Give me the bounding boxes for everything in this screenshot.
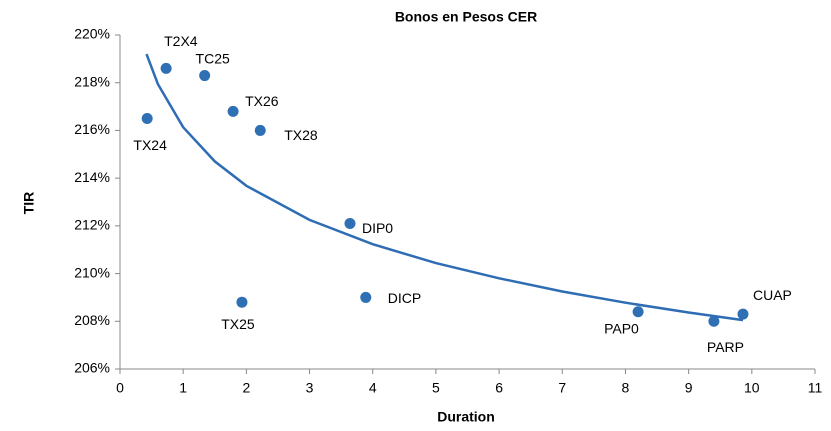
trend-line — [145, 53, 744, 322]
x-tick-label: 5 — [432, 380, 440, 396]
x-tick-label: 3 — [306, 380, 314, 396]
point — [737, 308, 749, 320]
point-label: TX28 — [284, 127, 318, 143]
point-label: TX26 — [245, 93, 279, 109]
point — [141, 113, 153, 124]
x-axis-label: Duration — [437, 409, 495, 425]
y-tick-label: 210% — [74, 264, 110, 280]
point-label: DICP — [388, 290, 421, 306]
x-tick-label: 0 — [116, 380, 124, 396]
point — [360, 291, 372, 303]
x-tick-label: 4 — [369, 380, 377, 396]
y-tick-label: 220% — [74, 26, 110, 42]
chart-title: Bonos en Pesos CER — [395, 9, 537, 25]
y-tick-label: 206% — [74, 360, 110, 376]
point — [632, 306, 644, 318]
y-tick-label: 212% — [74, 217, 110, 233]
point-label: TX24 — [133, 137, 167, 153]
point — [344, 217, 356, 229]
point — [227, 105, 239, 117]
x-tick-label: 6 — [495, 380, 503, 396]
point-label: PAP0 — [604, 320, 639, 336]
point-label: CUAP — [753, 287, 792, 303]
point — [708, 315, 720, 327]
x-tick-label: 10 — [744, 380, 760, 396]
point-label: T2X4 — [164, 33, 198, 49]
y-tick-label: 214% — [74, 169, 110, 185]
point-label: PARP — [707, 339, 744, 355]
y-tick-label: 216% — [74, 121, 110, 137]
x-tick-label: 1 — [179, 380, 187, 396]
y-tick-label: 208% — [74, 312, 110, 328]
x-tick-label: 11 — [808, 380, 823, 396]
x-tick-label: 8 — [622, 380, 630, 396]
x-tick-label: 9 — [685, 380, 693, 396]
point — [236, 296, 248, 308]
point — [160, 62, 172, 74]
point-label: TX25 — [221, 316, 255, 332]
point — [254, 124, 266, 136]
point-label: DIP0 — [362, 220, 393, 236]
x-tick-label: 2 — [242, 380, 250, 396]
point — [199, 70, 211, 82]
x-tick-label: 7 — [558, 380, 566, 396]
y-tick-label: 218% — [74, 73, 110, 89]
point-label: TC25 — [196, 50, 230, 66]
y-axis-label: TIR — [21, 192, 37, 215]
